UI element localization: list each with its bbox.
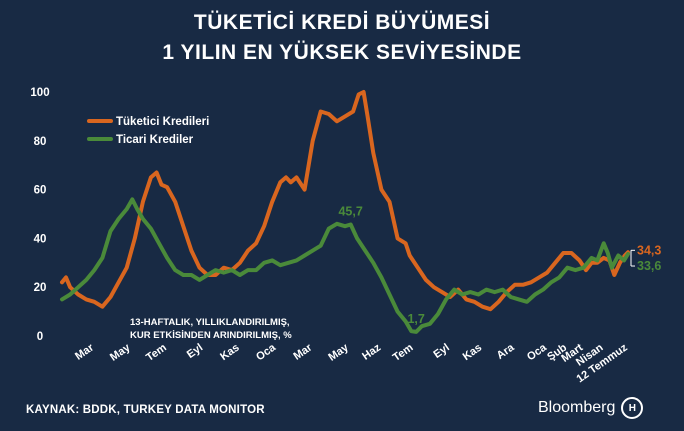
x-tick-label: Oca xyxy=(254,341,279,363)
chart-note-line2: KUR ETKİSİNDEN ARINDIRILMIŞ, % xyxy=(130,330,292,341)
x-tick-label: Eyl xyxy=(185,342,205,361)
series-line-2 xyxy=(60,197,630,334)
y-tick-label: 40 xyxy=(34,233,47,245)
chart-title-line2: 1 YILIN EN YÜKSEK SEVİYESİNDE xyxy=(162,41,522,64)
x-tick-label: May xyxy=(108,341,133,364)
end-value-label: 33,6 xyxy=(637,259,661,273)
y-tick-label: 100 xyxy=(30,87,49,99)
end-value-label: 34,3 xyxy=(637,243,661,257)
legend-label: Tüketici Kredileri xyxy=(116,116,209,128)
y-tick-label: 80 xyxy=(34,136,47,148)
x-tick-label: Kas xyxy=(218,342,241,363)
data-annotation: 45,7 xyxy=(338,204,362,218)
x-tick-label: Mar xyxy=(73,341,96,362)
chart-note-line1: 13-HAFTALIK, YILLIKLANDIRILMIŞ, xyxy=(130,317,290,328)
bloomberg-logo-icon: H xyxy=(621,397,644,419)
y-tick-label: 60 xyxy=(34,185,47,197)
series-line-1 xyxy=(60,90,630,312)
x-tick-label: May xyxy=(326,341,351,364)
x-tick-label: Mar xyxy=(291,341,314,362)
x-tick-label: Haz xyxy=(360,341,383,362)
y-tick-label: 20 xyxy=(34,282,47,294)
x-tick-label: Tem xyxy=(144,342,169,364)
brand-block: Bloomberg H xyxy=(538,397,644,419)
data-annotation: 1,7 xyxy=(407,312,424,326)
x-tick-label: Tem xyxy=(391,342,416,364)
legend-label: Ticari Krediler xyxy=(116,134,194,146)
y-tick-label: 0 xyxy=(37,331,43,343)
chart-title-line1: TÜKETİCİ KREDİ BÜYÜMESİ xyxy=(193,11,491,34)
brand-name: Bloomberg xyxy=(538,399,616,416)
source-note: KAYNAK: BDDK, TURKEY DATA MONITOR xyxy=(26,404,265,416)
x-tick-label: Ara xyxy=(495,341,518,362)
x-tick-label: Eyl xyxy=(431,342,451,361)
x-tick-label: Kas xyxy=(461,342,484,363)
